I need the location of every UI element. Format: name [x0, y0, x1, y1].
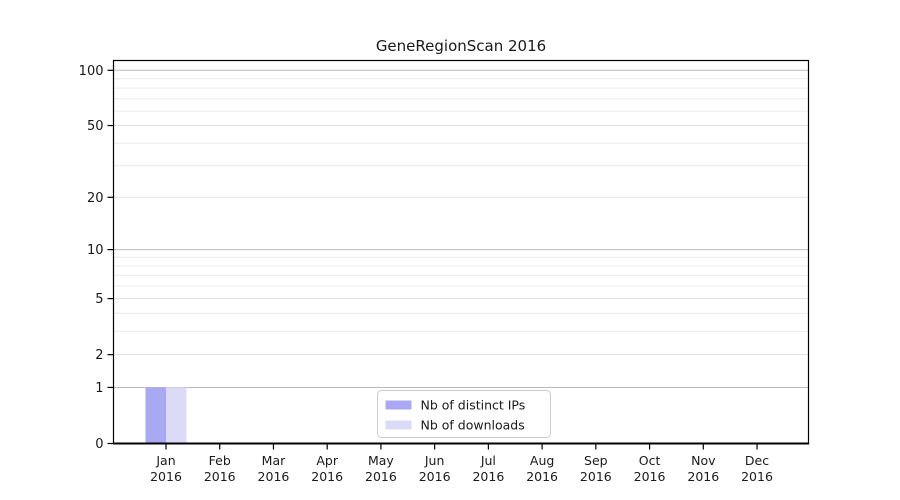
y-tick-label: 50 — [87, 119, 104, 134]
x-tick-label-year: 2016 — [580, 469, 612, 484]
x-tick-label-year: 2016 — [741, 469, 773, 484]
x-tick-label-year: 2016 — [258, 469, 290, 484]
chart-title: GeneRegionScan 2016 — [376, 37, 546, 55]
x-tick-label-month: Dec — [745, 453, 769, 468]
y-tick-label: 0 — [95, 437, 103, 452]
x-tick-label-year: 2016 — [526, 469, 558, 484]
y-tick-label: 10 — [87, 243, 104, 258]
x-tick-label-year: 2016 — [472, 469, 504, 484]
x-tick-label-month: Jan — [155, 453, 175, 468]
y-tick-label: 100 — [79, 64, 104, 79]
legend-box — [377, 390, 551, 438]
legend-swatch-downloads — [385, 420, 412, 430]
x-tick-label-month: Mar — [262, 453, 286, 468]
y-tick-label: 1 — [95, 381, 103, 396]
legend-label-downloads: Nb of downloads — [421, 418, 525, 433]
bar-nb-of-distinct-ips-jan — [145, 387, 166, 444]
x-tick-label-year: 2016 — [365, 469, 397, 484]
legend-label-distinct-ips: Nb of distinct IPs — [421, 398, 526, 413]
x-tick-label-month: Aug — [530, 453, 554, 468]
x-tick-label-month: May — [368, 453, 394, 468]
x-tick-label-month: Jul — [480, 453, 496, 468]
x-tick-label-month: Oct — [639, 453, 661, 468]
x-tick-label-year: 2016 — [419, 469, 451, 484]
x-tick-label-year: 2016 — [634, 469, 666, 484]
x-tick-label-year: 2016 — [687, 469, 719, 484]
y-tick-label: 5 — [95, 292, 103, 307]
x-tick-label-month: Nov — [691, 453, 716, 468]
x-tick-label-year: 2016 — [150, 469, 182, 484]
x-tick-label-year: 2016 — [311, 469, 343, 484]
y-tick-label: 2 — [95, 348, 103, 363]
x-tick-label-month: Feb — [209, 453, 231, 468]
x-tick-label-year: 2016 — [204, 469, 236, 484]
x-tick-label-month: Jun — [424, 453, 445, 468]
bar-nb-of-downloads-jan — [166, 387, 187, 444]
plot-frame — [112, 59, 810, 445]
y-tick-label: 20 — [87, 191, 104, 206]
legend-swatch-distinct-ips — [385, 400, 412, 410]
x-tick-label-month: Sep — [584, 453, 608, 468]
x-tick-label-month: Apr — [316, 453, 338, 468]
